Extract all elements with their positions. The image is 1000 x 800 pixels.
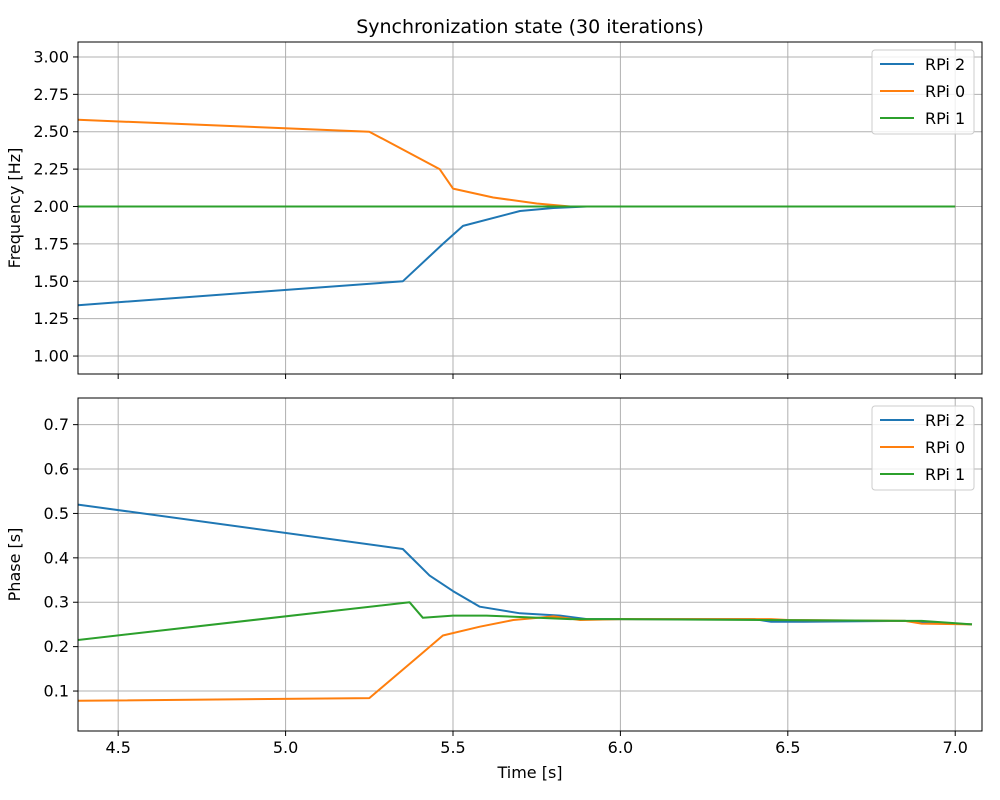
phase-y-tick-label-3: 0.4: [44, 548, 69, 567]
phase-y-tick-label-6: 0.7: [44, 415, 69, 434]
phase-x-tick-label-1: 5.0: [273, 738, 298, 757]
phase-x-tick-label-5: 7.0: [942, 738, 967, 757]
frequency-y-tick-label-5: 2.25: [33, 160, 69, 179]
phase-y-tick-label-1: 0.2: [44, 637, 69, 656]
phase-x-tick-label-4: 6.5: [775, 738, 800, 757]
phase-legend-label-2: RPi 1: [925, 465, 965, 484]
frequency-legend-label-2: RPi 1: [925, 109, 965, 128]
phase-legend-label-0: RPi 2: [925, 411, 965, 430]
frequency-y-tick-label-7: 2.75: [33, 85, 69, 104]
phase-x-tick-label-3: 6.0: [608, 738, 633, 757]
frequency-y-tick-label-6: 2.50: [33, 122, 69, 141]
phase-legend-label-1: RPi 0: [925, 438, 965, 457]
frequency-legend-label-1: RPi 0: [925, 82, 965, 101]
frequency-legend-frame: [871, 49, 975, 135]
frequency-y-tick-label-3: 1.75: [33, 234, 69, 253]
frequency-legend-label-0: RPi 2: [925, 55, 965, 74]
phase-y-tick-label-4: 0.5: [44, 504, 69, 523]
phase-axes-frame: [77, 397, 983, 732]
phase-x-tick-label-2: 5.5: [440, 738, 465, 757]
phase-y-tick-label-0: 0.1: [44, 682, 69, 701]
phase-x-tick-label-0: 4.5: [105, 738, 130, 757]
frequency-y-tick-label-0: 1.00: [33, 347, 69, 366]
phase-legend: RPi 2 RPi 0 RPi 1: [871, 405, 975, 491]
frequency-panel: 1.00 1.25 1.50 1.75 2.00 2.25 2.50 2.75 3.00 Freq…: [5, 41, 983, 379]
phase-series-line-2: [77, 601, 973, 641]
frequency-y-tick-label-2: 1.50: [33, 272, 69, 291]
frequency-y-tick-label-4: 2.00: [33, 197, 69, 216]
frequency-axes-frame: [77, 41, 983, 375]
frequency-legend: RPi 2 RPi 0 RPi 1: [871, 49, 975, 135]
phase-panel: 4.5 5.0 5.5 6.0 6.5 7.0 0.1 0.2 0.3 0.4 0.5 0.6 0.7 P…: [5, 397, 983, 782]
frequency-y-tick-label-1: 1.25: [33, 309, 69, 328]
phase-y-tick-label-2: 0.3: [44, 593, 69, 612]
frequency-y-tick-label-8: 3.00: [33, 47, 69, 66]
figure-title: Synchronization state (30 iterations): [356, 16, 704, 38]
frequency-y-axis-label: Frequency [Hz]: [5, 148, 24, 269]
phase-y-tick-label-5: 0.6: [44, 460, 69, 479]
phase-x-axis-label: Time [s]: [496, 763, 562, 782]
phase-y-axis-label: Phase [s]: [5, 528, 24, 602]
phase-legend-frame: [871, 405, 975, 491]
